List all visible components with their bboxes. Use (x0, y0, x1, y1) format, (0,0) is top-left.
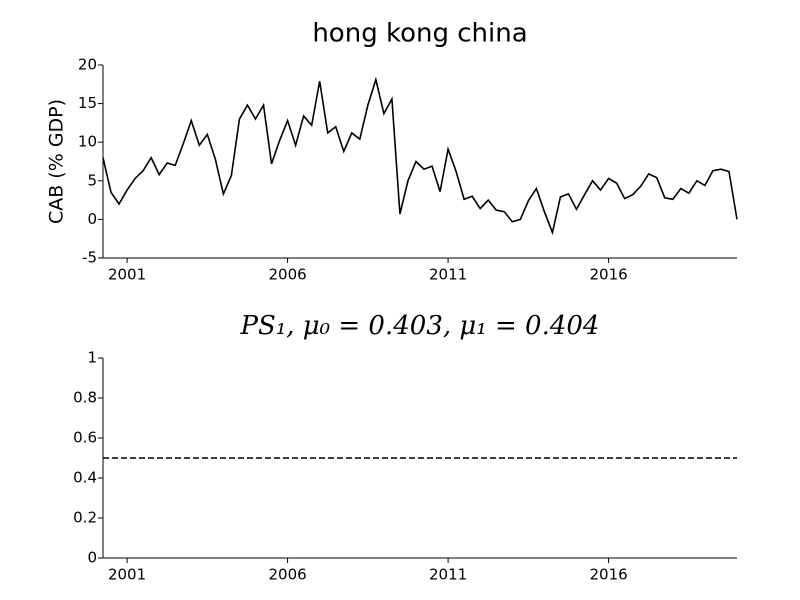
chart-title: PS₁, μ₀ = 0.403, μ₁ = 0.404 (240, 311, 600, 341)
y-tick-label: 10 (78, 133, 97, 151)
y-tick-label: 5 (87, 171, 97, 189)
x-tick-label: 2016 (590, 566, 628, 584)
y-tick-label: 0.6 (73, 429, 97, 447)
x-tick-label: 2006 (268, 266, 306, 284)
y-tick-label: 0 (87, 210, 97, 228)
y-tick-label: 0.2 (73, 509, 97, 527)
x-tick-label: 2001 (108, 266, 146, 284)
x-tick-label: 2006 (268, 566, 306, 584)
y-tick-label: 0.8 (73, 389, 97, 407)
x-tick-label: 2016 (590, 266, 628, 284)
x-tick-label: 2001 (108, 566, 146, 584)
series-line (102, 76, 738, 236)
y-tick-label: 15 (78, 94, 97, 112)
y-tick-label: 1 (87, 349, 97, 367)
y-tick-label: 0.4 (73, 469, 97, 487)
chart-title: hong kong china (312, 19, 527, 49)
y-tick-label: 0 (87, 549, 97, 567)
x-tick-label: 2011 (429, 266, 467, 284)
x-tick-label: 2011 (429, 566, 467, 584)
y-tick-label: -5 (82, 249, 97, 267)
y-axis-label: CAB (% GDP) (46, 99, 68, 224)
y-tick-label: 20 (78, 56, 97, 74)
